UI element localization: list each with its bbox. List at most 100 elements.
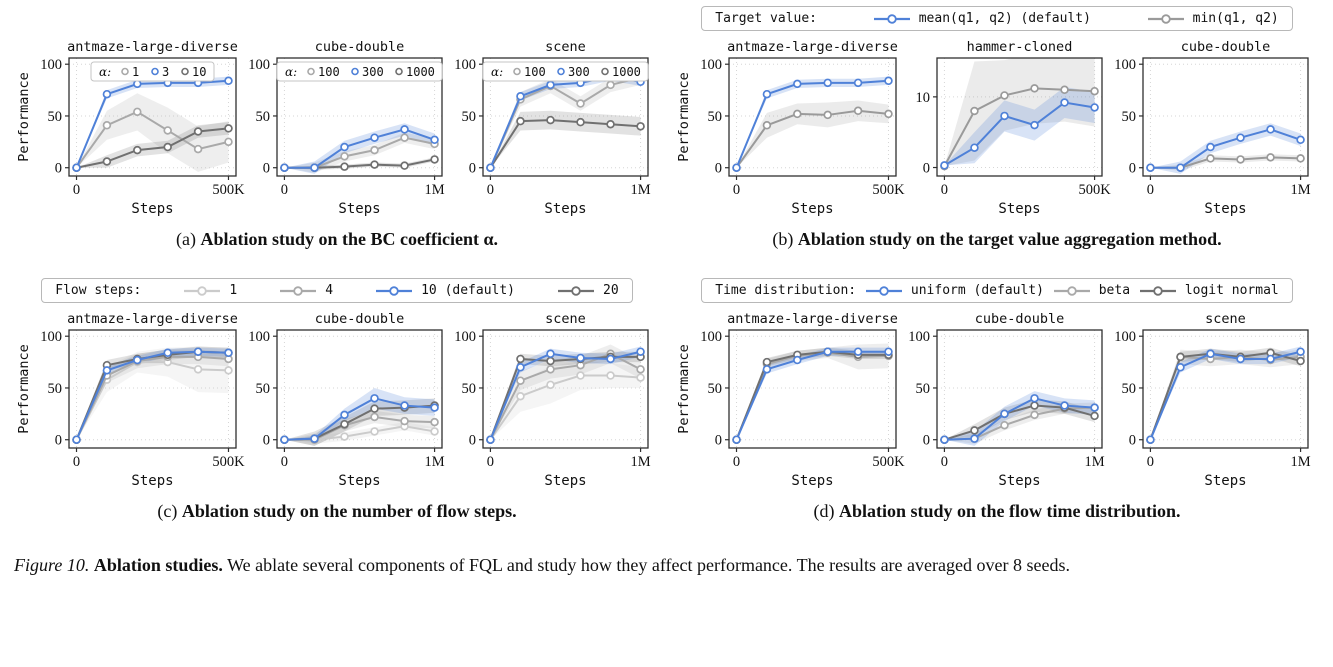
inner-legend-label: α:: [99, 65, 111, 79]
x-tick-label: 500K: [212, 454, 245, 470]
y-tick-label: 100: [248, 57, 270, 73]
panel-c: Flow steps: 1 4 10 (default) 20 antmaze-large…: [12, 278, 662, 522]
y-tick-label: 0: [55, 433, 62, 449]
markers-10-default: [72, 347, 233, 444]
subplot-title: cube-double: [1181, 40, 1270, 55]
panel-b-charts: antmaze-large-diverse 0 50 100 0 500K Steps Per…: [677, 40, 1317, 216]
y-tick-label: 50: [916, 381, 931, 397]
line-series-min-q1-q2: [943, 87, 1095, 167]
legend-item-1: 1: [182, 283, 237, 298]
inner-legend-item-label: 1: [132, 65, 139, 79]
figure-caption-text: We ablate several components of FQL and …: [227, 555, 1070, 575]
caption-text: Ablation study on the flow time distribu…: [838, 501, 1181, 521]
y-tick-label: 50: [1122, 381, 1137, 397]
caption-text: Ablation study on the BC coefficient α.: [200, 229, 499, 249]
x-tick-label: 0: [487, 454, 494, 470]
inner-legend-marker-icon: [351, 67, 359, 76]
inner-legend-item-label: 1000: [406, 65, 435, 79]
subplot-title: cube-double: [315, 312, 404, 327]
markers-1: [72, 107, 233, 172]
y-tick-label: 50: [708, 381, 723, 397]
y-axis-label: Performance: [677, 344, 692, 433]
caption-text: Ablation study on the target value aggre…: [797, 229, 1222, 249]
inner-legend: α: 1 3 10: [90, 61, 215, 82]
x-axis-label: Steps: [998, 473, 1040, 488]
legend-line-marker-icon: [1053, 285, 1090, 296]
x-tick-label: 500K: [872, 454, 905, 470]
y-tick-label: 50: [256, 381, 271, 397]
subplot-title: antmaze-large-diverse: [67, 312, 238, 327]
y-tick-label: 100: [700, 57, 722, 73]
legend-item-beta: beta: [1052, 283, 1130, 298]
subplot-title: antmaze-large-diverse: [67, 40, 238, 55]
x-axis-label: Steps: [1204, 473, 1246, 488]
legend-item-label: logit normal: [1184, 283, 1279, 298]
legend-item-label: min(q1, q2): [1192, 11, 1279, 26]
figure-10-page: antmaze-large-diverse 0 50 100 0 500K Steps Per…: [12, 6, 1322, 575]
caption-prefix: (d): [813, 501, 835, 521]
y-tick-label: 0: [55, 161, 62, 177]
legend-line-marker-icon: [558, 285, 595, 296]
inner-legend-marker-icon: [601, 67, 609, 76]
line-series-logit-normal: [1149, 351, 1301, 441]
band-10-default: [284, 387, 435, 442]
markers-uniform-default: [1146, 347, 1305, 444]
x-tick-label: 0: [1147, 454, 1154, 470]
x-tick-label: 0: [281, 454, 288, 470]
panel-d-legend-slot: Time distribution: uniform (default) beta l…: [672, 278, 1322, 312]
y-tick-label: 0: [263, 161, 270, 177]
y-tick-label: 100: [40, 329, 62, 345]
x-tick-label: 500K: [1078, 182, 1111, 198]
markers-mean-q1-q2-default: [1146, 125, 1305, 172]
inner-legend-marker-icon: [395, 67, 403, 76]
y-tick-label: 0: [1129, 161, 1136, 177]
markers-3: [72, 76, 233, 172]
inner-legend-marker-icon: [513, 67, 521, 76]
y-tick-label: 100: [248, 329, 270, 345]
markers-uniform-default: [732, 347, 893, 444]
subplot-title: antmaze-large-diverse: [727, 312, 898, 327]
x-tick-label: 0: [1147, 182, 1154, 198]
legend-item-10-default: 10 (default): [374, 283, 515, 298]
markers-10-default: [486, 347, 645, 444]
line-series-logit-normal: [735, 350, 889, 441]
inner-legend-marker-icon: [151, 67, 159, 76]
y-tick-label: 10: [916, 90, 931, 106]
inner-legend-item-label: 100: [524, 65, 546, 79]
legend-item-label: mean(q1, q2) (default): [918, 11, 1091, 26]
y-tick-label: 50: [462, 381, 477, 397]
subplot-antmaze-large-diverse-chart: antmaze-large-diverse 0 50 100 0 500K Steps Per…: [677, 40, 905, 216]
y-tick-label: 50: [48, 109, 63, 125]
subplot-title: antmaze-large-diverse: [727, 40, 898, 55]
inner-legend-item-label: 3: [162, 65, 169, 79]
y-tick-label: 50: [708, 109, 723, 125]
inner-legend-marker-icon: [307, 67, 315, 76]
line-series-mean-q1-q2-default: [1150, 128, 1301, 169]
legend-line-marker-icon: [865, 285, 902, 296]
y-tick-label: 100: [1114, 329, 1136, 345]
subplot-title: scene: [545, 40, 586, 55]
y-tick-label: 0: [1129, 433, 1136, 449]
y-tick-label: 100: [454, 329, 476, 345]
panel-c-charts: antmaze-large-diverse 0 50 100 0 500K Steps Per…: [17, 312, 657, 488]
inner-legend: α: 100 300 1000: [276, 61, 443, 82]
panel-d-legend: Time distribution: uniform (default) beta l…: [701, 278, 1293, 303]
x-axis-label: Steps: [131, 473, 173, 488]
y-tick-label: 0: [923, 161, 930, 177]
legend-title: Time distribution:: [715, 283, 857, 298]
y-tick-label: 100: [1114, 57, 1136, 73]
panel-a: antmaze-large-diverse 0 50 100 0 500K Steps Per…: [12, 6, 662, 250]
band-uniform-default: [736, 347, 889, 440]
line-series-3: [75, 79, 229, 169]
subplot-cube-double-chart: cube-double 0 50 100 0 1M Steps: [908, 312, 1104, 488]
inner-legend-label: α:: [491, 65, 503, 79]
band-mean-q1-q2-default: [736, 76, 889, 168]
subplot-hammer-cloned-chart: hammer-cloned 0 10 0 500K Steps: [916, 40, 1112, 216]
markers-uniform-default: [940, 394, 1099, 444]
subplot-title: hammer-cloned: [967, 40, 1073, 55]
band-3: [76, 76, 229, 168]
y-tick-label: 0: [469, 161, 476, 177]
caption-prefix: (b): [772, 229, 794, 249]
band-10: [76, 122, 229, 168]
band-4: [490, 344, 641, 440]
